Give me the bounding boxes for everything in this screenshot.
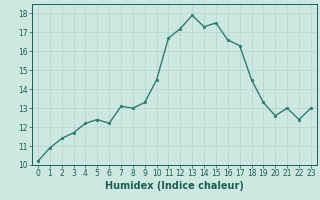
X-axis label: Humidex (Indice chaleur): Humidex (Indice chaleur)	[105, 181, 244, 191]
